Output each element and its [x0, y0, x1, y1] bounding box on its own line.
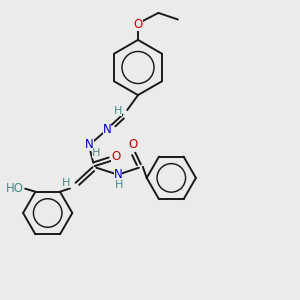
- Text: H: H: [62, 178, 70, 188]
- Text: O: O: [111, 150, 120, 164]
- Text: N: N: [85, 138, 94, 152]
- Text: O: O: [128, 138, 137, 152]
- Text: N: N: [113, 168, 122, 182]
- Text: N: N: [103, 123, 112, 136]
- Text: O: O: [134, 18, 142, 31]
- Text: H: H: [115, 179, 123, 190]
- Text: H: H: [92, 148, 100, 158]
- Text: H: H: [114, 106, 122, 116]
- Text: HO: HO: [6, 182, 24, 195]
